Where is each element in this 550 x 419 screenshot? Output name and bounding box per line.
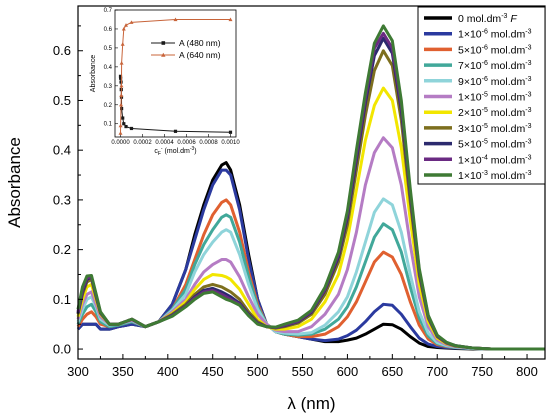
inset-x-axis-label: cF- (mol.dm-3) [154, 146, 196, 157]
inset-point [118, 74, 123, 78]
x-tick-label: 750 [471, 364, 493, 379]
inset-x-tick-label: 0.0004 [155, 140, 174, 146]
inset-point [118, 131, 123, 135]
x-tick-label: 350 [112, 364, 134, 379]
inset-y-tick-label: 0.1 [104, 122, 113, 128]
series-line-10 [76, 24, 545, 351]
inset-frame [114, 9, 237, 138]
inset-legend-entry: A (480 nm) [179, 38, 221, 48]
inset-point [119, 61, 124, 65]
inset-legend-marker [161, 41, 166, 45]
inset-point [129, 126, 134, 131]
inset-y-tick-label: 0.3 [104, 84, 113, 90]
inset-point [228, 130, 233, 134]
inset-point [120, 42, 125, 46]
inset-x-tick-label: 0.0008 [199, 140, 218, 146]
legend-entry: 5×10-5 mol.dm-3 [458, 139, 532, 151]
inset-point [120, 106, 124, 111]
inset-point [129, 20, 134, 24]
x-tick-label: 400 [157, 364, 179, 379]
main-chart: 300 350 400 450 500 550 600 650 700 750 8000.00.10… [5, 5, 546, 413]
inset-chart: 0.0000 0.0002 0.0004 0.0006 0.0008 0.0010 0.1 0… [90, 8, 240, 157]
x-tick-label: 500 [247, 364, 269, 379]
inset-point [119, 83, 124, 88]
x-tick-label: 300 [67, 364, 89, 379]
inset-x-tick-label: 0.0010 [221, 140, 240, 146]
y-axis-label: Absorbance [5, 137, 24, 228]
inset-point [122, 122, 126, 126]
legend-entry: 1×10-3 mol.dm-3 [458, 170, 532, 182]
legend-entry: 3×10-5 mol.dm-3 [458, 123, 532, 135]
inset-point [124, 124, 128, 129]
series-line-1 [76, 168, 545, 351]
inset-point [119, 76, 123, 80]
inset-point [121, 116, 125, 120]
x-tick-label: 700 [426, 364, 448, 379]
inset-point [124, 23, 128, 27]
series-line-3 [76, 213, 545, 351]
legend-entry: 1×10-4 mol.dm-3 [458, 154, 532, 166]
legend-entry: 5×10-6 mol.dm-3 [458, 44, 532, 56]
legend-entry: 2×10-5 mol.dm-3 [458, 107, 532, 119]
legend-entry: 7×10-6 mol.dm-3 [458, 60, 532, 72]
inset-x-tick-label: 0.0000 [111, 140, 130, 146]
inset-legend-entry: A (640 nm) [179, 50, 221, 60]
inset-y-tick-label: 0.6 [104, 27, 113, 33]
inset-point [119, 102, 124, 107]
legend-entry: 0 mol.dm-3 F [458, 13, 517, 25]
x-tick-label: 550 [292, 364, 314, 379]
y-tick-label: 0.4 [53, 143, 71, 158]
y-tick-label: 0.3 [53, 192, 71, 207]
y-tick-label: 0.0 [53, 342, 71, 357]
y-tick-label: 0.2 [53, 242, 71, 257]
x-tick-label: 800 [516, 364, 538, 379]
inset-point [228, 17, 233, 22]
y-tick-label: 0.5 [53, 93, 71, 108]
series-line-0 [76, 161, 545, 351]
legend: 0 mol.dm-3 F 1×10-6 mol.dm-3 5×10-6 mol.dm… [417, 6, 546, 185]
inset-y-tick-label: 0.7 [104, 8, 113, 14]
inset-x-tick-label: 0.0006 [177, 140, 196, 146]
inset-point [118, 123, 123, 128]
inset-x-tick-label: 0.0002 [133, 140, 152, 146]
x-tick-label: 600 [337, 364, 359, 379]
inset-point [173, 17, 178, 22]
x-tick-label: 450 [202, 364, 224, 379]
inset-y-tick-label: 0.5 [104, 46, 113, 52]
legend-entry: 1×10-6 mol.dm-3 [458, 29, 532, 41]
inset-y-tick-label: 0.2 [104, 103, 113, 109]
x-axis-label: λ (nm) [287, 394, 335, 413]
inset-point [173, 129, 178, 133]
inset-series-line-1 [120, 18, 231, 134]
legend-entry: 1×10-5 mol.dm-3 [458, 92, 532, 104]
y-tick-label: 0.1 [53, 292, 71, 307]
inset-y-axis-label: Absorbance [90, 55, 97, 92]
inset-point [121, 26, 126, 31]
x-tick-label: 650 [381, 364, 403, 379]
y-tick-label: 0.6 [53, 43, 71, 58]
inset-legend-marker [161, 52, 166, 57]
inset-y-tick-label: 0.4 [104, 65, 113, 71]
legend-entry: 9×10-6 mol.dm-3 [458, 76, 532, 88]
inset-point [119, 93, 124, 97]
